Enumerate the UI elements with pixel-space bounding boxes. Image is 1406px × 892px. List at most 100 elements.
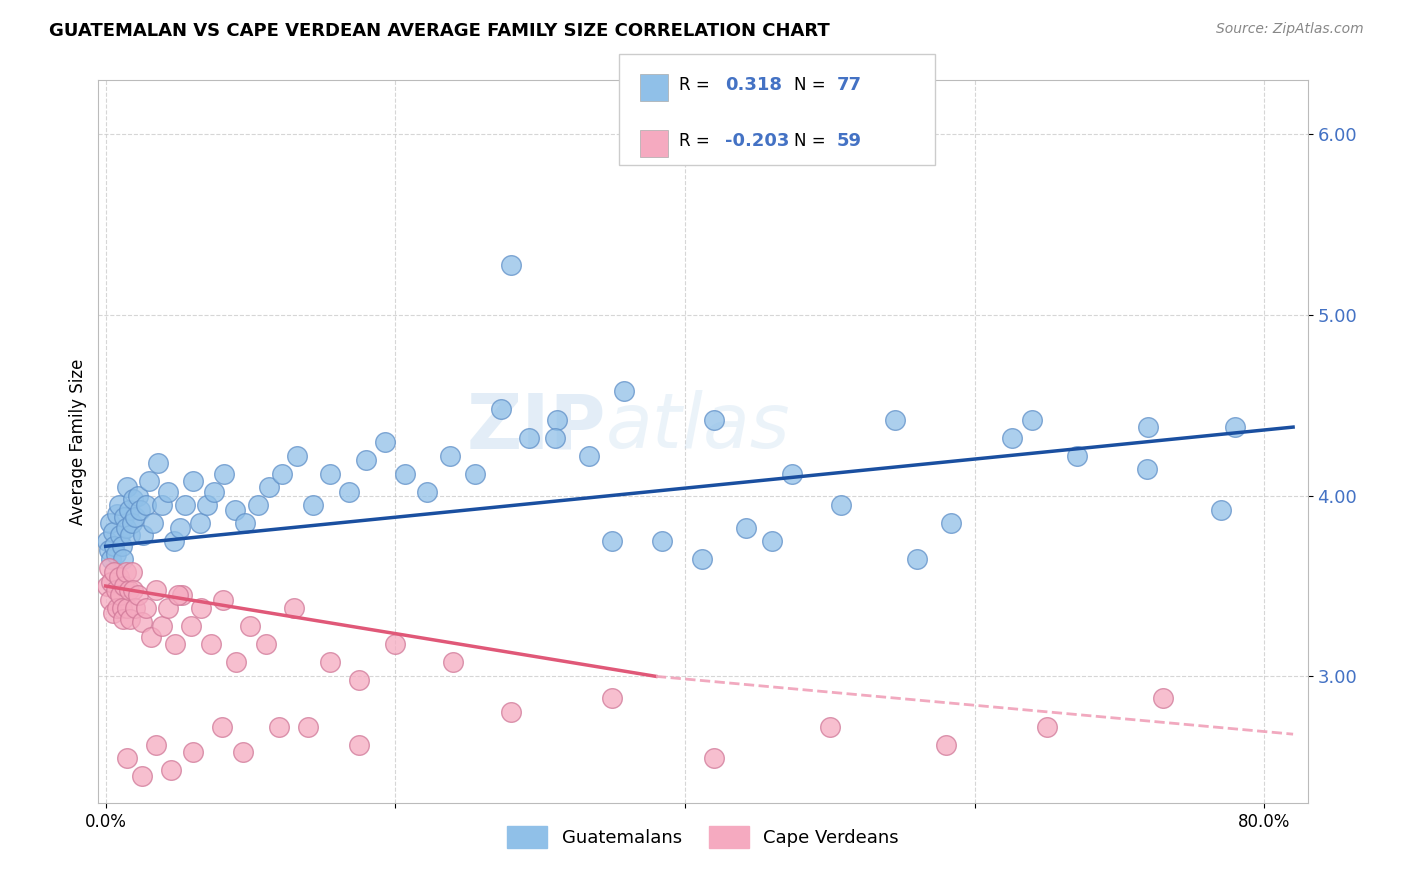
Point [167,588,190,602]
Point [110,600,132,615]
Point [146,456,169,470]
Point [114,510,136,524]
Point [107,570,129,584]
Text: atlas: atlas [606,390,790,464]
Point [703,750,725,764]
Point [356,452,378,467]
Point [517,431,540,445]
Point [117,750,139,764]
Point [181,745,204,759]
Point [112,552,135,566]
Point [103,539,125,553]
Y-axis label: Average Family Size: Average Family Size [69,359,87,524]
Point [734,521,756,535]
Text: GUATEMALAN VS CAPE VERDEAN AVERAGE FAMILY SIZE CORRELATION CHART: GUATEMALAN VS CAPE VERDEAN AVERAGE FAMIL… [49,22,830,40]
Point [115,565,138,579]
Point [1136,461,1159,475]
Point [112,611,135,625]
Point [1066,449,1088,463]
Point [110,539,132,553]
Point [163,533,186,548]
Point [1209,503,1232,517]
Point [690,552,713,566]
Point [101,606,124,620]
Point [546,413,568,427]
Point [578,449,600,463]
Point [935,738,957,752]
Point [214,467,236,481]
Point [172,588,194,602]
Point [225,655,247,669]
Point [283,600,305,615]
Point [159,764,181,778]
Point [347,673,370,687]
Text: ZIP: ZIP [467,390,606,464]
Point [613,384,636,398]
Point [156,600,179,615]
Point [212,593,235,607]
Point [142,516,165,530]
Point [96,579,118,593]
Point [190,600,212,615]
Point [135,498,157,512]
Legend: Guatemalans, Cape Verdeans: Guatemalans, Cape Verdeans [501,819,905,855]
Point [105,600,128,615]
Point [114,579,136,593]
Point [703,413,725,427]
Point [122,492,145,507]
Point [384,637,406,651]
Point [120,528,142,542]
Point [464,467,486,481]
Point [120,611,142,625]
Point [761,533,783,548]
Point [150,619,173,633]
Point [285,449,308,463]
Point [127,588,149,602]
Point [941,516,963,530]
Text: 59: 59 [837,132,862,150]
Point [254,637,277,651]
Point [347,738,370,752]
Point [129,503,152,517]
Point [115,521,138,535]
Point [181,475,204,489]
Text: N =: N = [794,76,825,94]
Point [103,565,125,579]
Point [1036,720,1059,734]
Point [1001,431,1024,445]
Point [108,528,131,542]
Point [108,588,131,602]
Point [1137,420,1160,434]
Point [195,498,218,512]
Point [780,467,803,481]
Point [98,593,121,607]
Point [543,431,565,445]
Point [319,467,342,481]
Point [118,503,141,517]
Text: -0.203: -0.203 [725,132,790,150]
Point [297,720,319,734]
Point [602,533,624,548]
Point [269,720,291,734]
Text: Source: ZipAtlas.com: Source: ZipAtlas.com [1216,22,1364,37]
Point [135,600,157,615]
Point [239,619,262,633]
Point [145,738,167,752]
Point [319,655,342,669]
Text: 0.318: 0.318 [725,76,783,94]
Point [233,516,256,530]
Point [118,582,141,597]
Point [374,434,396,449]
Point [224,503,246,517]
Point [337,485,360,500]
Point [246,498,269,512]
Point [905,552,928,566]
Point [131,615,153,630]
Point [101,524,124,539]
Point [96,533,118,548]
Point [202,485,225,500]
Point [211,720,233,734]
Point [188,516,211,530]
Point [180,619,202,633]
Point [117,480,139,494]
